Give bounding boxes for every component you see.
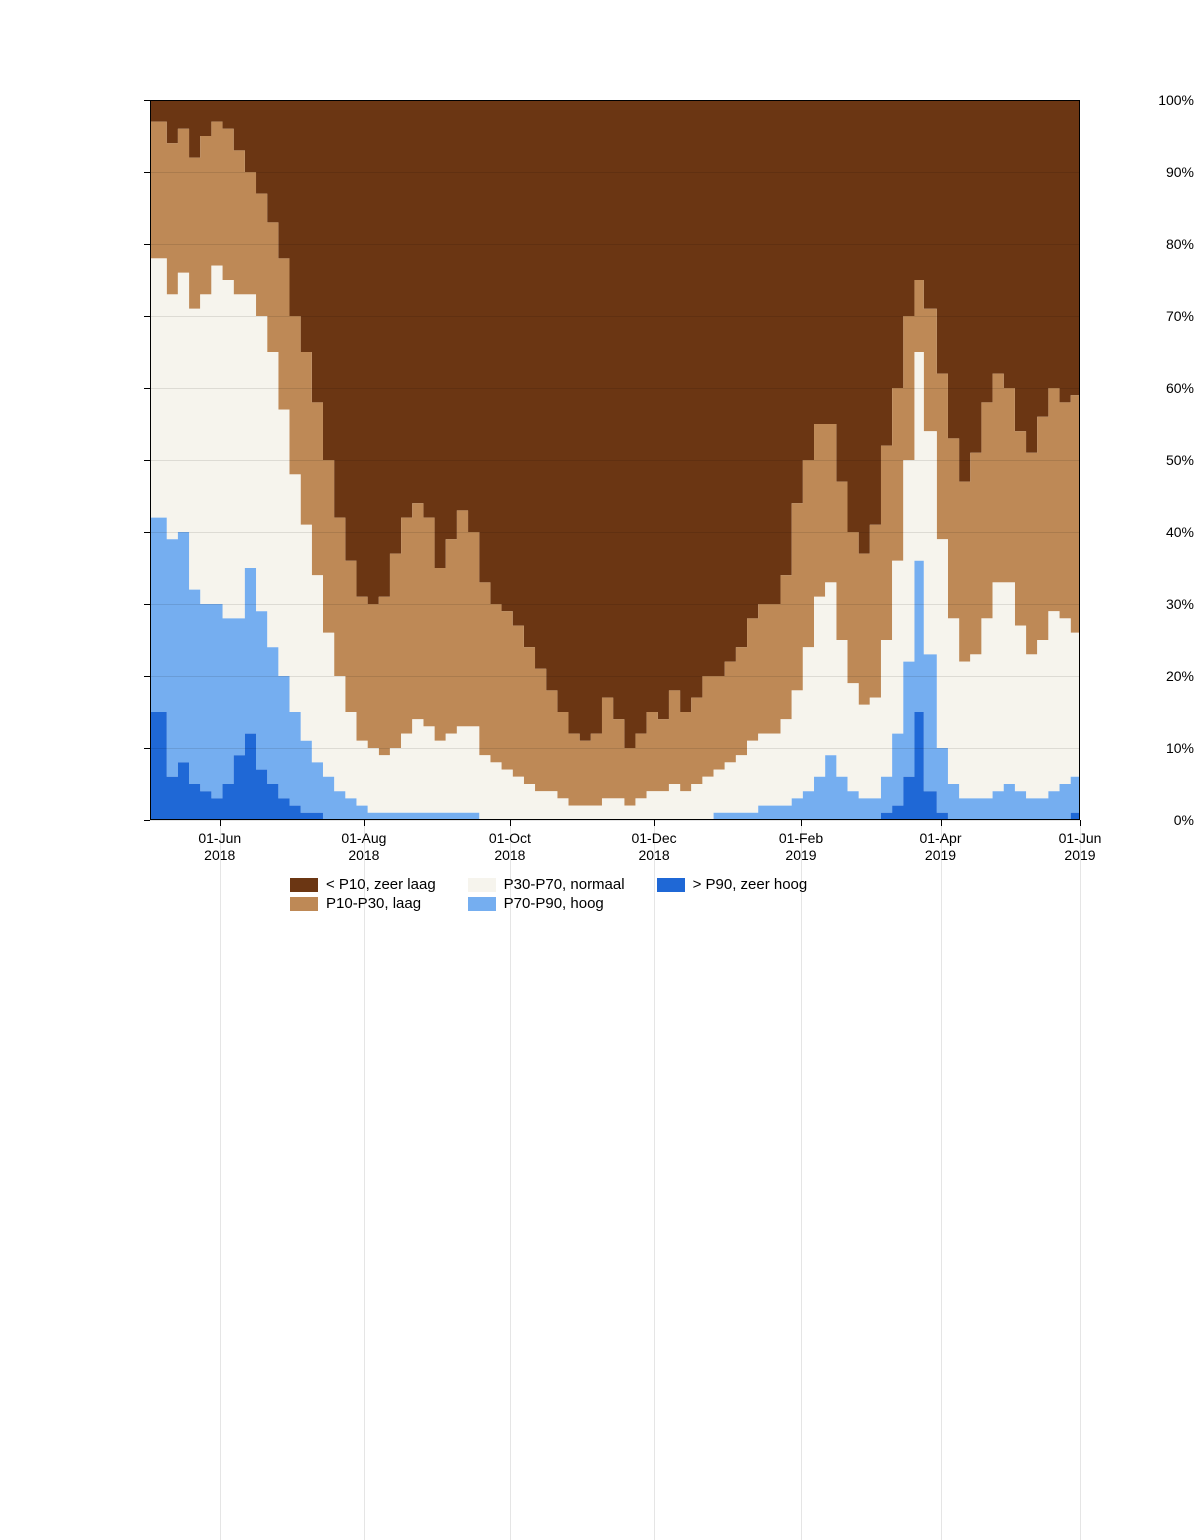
x-tick-bot: 2018 (631, 847, 676, 864)
x-tick-bot: 2019 (919, 847, 961, 864)
y-tick-label: 80% (1052, 236, 1200, 252)
gridline-h (150, 460, 1080, 461)
gridline-v (220, 820, 221, 1540)
x-tick-bot: 2019 (779, 847, 823, 864)
y-tick-mark (144, 460, 150, 461)
x-tick-bot: 2018 (341, 847, 386, 864)
y-tick-mark (144, 244, 150, 245)
x-tick-mark (1080, 820, 1081, 826)
y-tick-label: 40% (1052, 524, 1200, 540)
gridline-v (654, 820, 655, 1540)
legend-column: P30-P70, normaal P70-P90, hoog (468, 876, 625, 912)
y-tick-mark (144, 820, 150, 821)
y-tick-label: 30% (1052, 596, 1200, 612)
x-tick-bot: 2018 (489, 847, 531, 864)
legend-column: > P90, zeer hoog (657, 876, 808, 912)
x-tick-mark (941, 820, 942, 826)
y-tick-label: 100% (1052, 92, 1200, 108)
legend-label: P30-P70, normaal (504, 876, 625, 893)
gridline-h (150, 316, 1080, 317)
gridline-v (364, 820, 365, 1540)
gridline-h (150, 388, 1080, 389)
legend-swatch (657, 878, 685, 892)
plot-area (150, 100, 1080, 820)
x-tick-label: 01-Jun2019 (1059, 830, 1102, 864)
y-tick-label: 0% (1052, 812, 1200, 828)
y-tick-mark (144, 532, 150, 533)
legend-item-lt_p10: < P10, zeer laag (290, 876, 436, 893)
y-tick-mark (144, 748, 150, 749)
legend-label: P70-P90, hoog (504, 895, 604, 912)
gridline-h (150, 748, 1080, 749)
x-tick-top: 01-Oct (489, 830, 531, 847)
x-tick-label: 01-Feb2019 (779, 830, 823, 864)
x-tick-label: 01-Oct2018 (489, 830, 531, 864)
legend-item-p70_p90: P70-P90, hoog (468, 895, 625, 912)
x-tick-mark (220, 820, 221, 826)
y-tick-mark (144, 172, 150, 173)
legend-item-p30_p70: P30-P70, normaal (468, 876, 625, 893)
top-axis-line (150, 100, 1080, 101)
gridline-v (801, 820, 802, 1540)
x-tick-top: 01-Jun (1059, 830, 1102, 847)
legend-item-p90_plus: > P90, zeer hoog (657, 876, 808, 893)
x-tick-top: 01-Feb (779, 830, 823, 847)
legend-label: < P10, zeer laag (326, 876, 436, 893)
gridline-h (150, 676, 1080, 677)
legend-swatch (290, 897, 318, 911)
y-tick-label: 60% (1052, 380, 1200, 396)
gridline-h (150, 244, 1080, 245)
x-tick-mark (801, 820, 802, 826)
x-tick-top: 01-Dec (631, 830, 676, 847)
x-tick-mark (364, 820, 365, 826)
chart-container: 0% 10% 20% 30% 40% 50% 60% 70% 80% 90% 100% 01-Jun… (0, 0, 1200, 1000)
y-tick-mark (144, 316, 150, 317)
gridline-h (150, 604, 1080, 605)
y-tick-mark (144, 100, 150, 101)
x-tick-label: 01-Apr2019 (919, 830, 961, 864)
gridline-v (510, 820, 511, 1540)
legend-swatch (468, 897, 496, 911)
y-tick-mark (144, 676, 150, 677)
legend-swatch (468, 878, 496, 892)
x-tick-top: 01-Apr (919, 830, 961, 847)
x-tick-top: 01-Aug (341, 830, 386, 847)
legend-label: P10-P30, laag (326, 895, 421, 912)
y-tick-label: 20% (1052, 668, 1200, 684)
legend-item-p10_p30: P10-P30, laag (290, 895, 436, 912)
y-tick-label: 90% (1052, 164, 1200, 180)
legend-label: > P90, zeer hoog (693, 876, 808, 893)
gridline-v (941, 820, 942, 1540)
gridline-v (1080, 820, 1081, 1540)
y-tick-mark (144, 388, 150, 389)
x-tick-label: 01-Jun2018 (198, 830, 241, 864)
x-tick-mark (510, 820, 511, 826)
x-tick-label: 01-Aug2018 (341, 830, 386, 864)
legend-column: < P10, zeer laag P10-P30, laag (290, 876, 436, 912)
y-tick-label: 70% (1052, 308, 1200, 324)
y-tick-mark (144, 604, 150, 605)
gridline-h (150, 172, 1080, 173)
x-tick-mark (654, 820, 655, 826)
legend: < P10, zeer laag P10-P30, laag P30-P70, no… (290, 876, 807, 912)
y-axis-line (150, 100, 151, 820)
y-tick-label: 50% (1052, 452, 1200, 468)
x-tick-bot: 2018 (198, 847, 241, 864)
x-tick-label: 01-Dec2018 (631, 830, 676, 864)
x-tick-bot: 2019 (1059, 847, 1102, 864)
legend-swatch (290, 878, 318, 892)
y-tick-label: 10% (1052, 740, 1200, 756)
gridline-h (150, 532, 1080, 533)
x-tick-top: 01-Jun (198, 830, 241, 847)
